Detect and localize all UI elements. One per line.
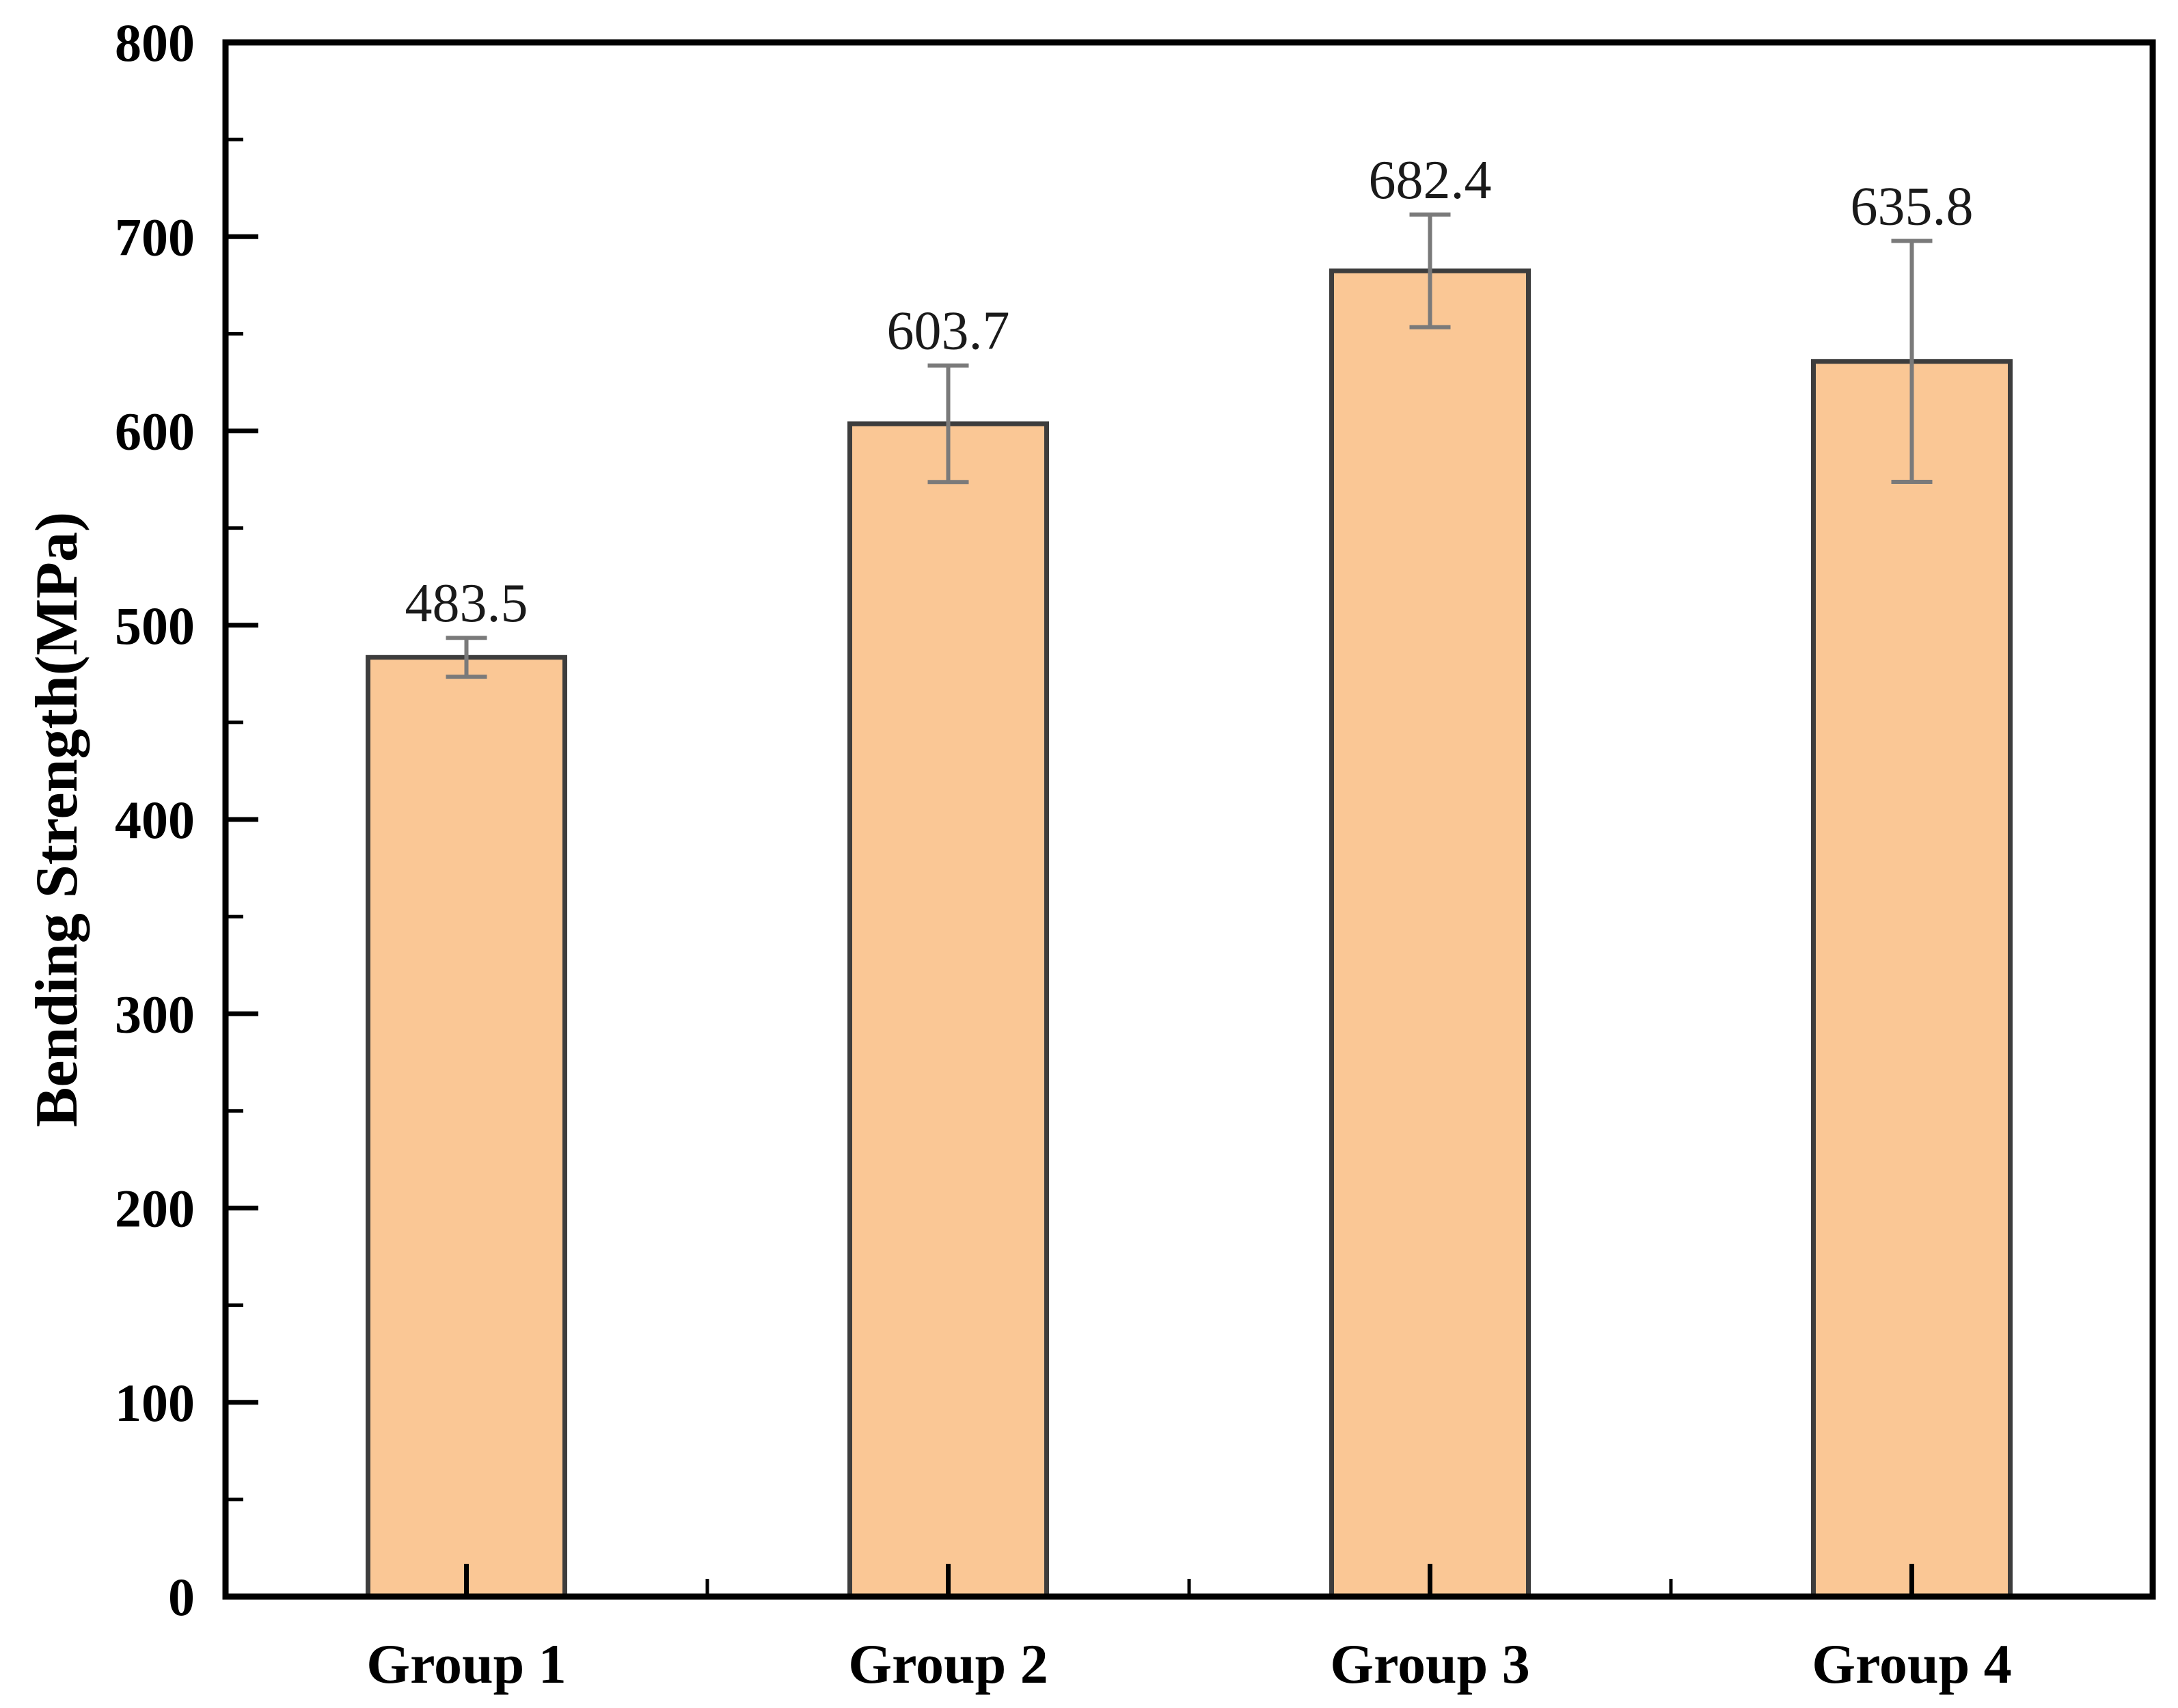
y-tick-label-0: 0	[168, 1567, 195, 1627]
y-tick-label-300: 300	[115, 984, 195, 1044]
y-tick-label-600: 600	[115, 402, 195, 461]
y-tick-label-400: 400	[115, 790, 195, 850]
error-bars-layer	[446, 212, 1933, 679]
y-tick-label-800: 800	[115, 13, 195, 72]
x-category-label-group-2: Group 2	[848, 1633, 1048, 1695]
value-label-group-3: 682.4	[1369, 150, 1492, 211]
x-category-label-group-4: Group 4	[1812, 1633, 2011, 1695]
x-category-label-group-1: Group 1	[366, 1633, 566, 1695]
bar-group-1	[366, 655, 567, 1599]
value-label-group-4: 635.8	[1851, 177, 1974, 237]
y-tick-label-100: 100	[115, 1373, 195, 1433]
bar-group-4	[1811, 359, 2013, 1599]
bars-layer	[366, 268, 2013, 1599]
y-tick-label-200: 200	[115, 1179, 195, 1238]
x-category-label-group-3: Group 3	[1330, 1633, 1529, 1695]
y-tick-label-500: 500	[115, 596, 195, 655]
value-label-group-1: 483.5	[405, 573, 528, 634]
axis-labels-layer: 483.5 Group 1 603.7 Group 2 682.4 Group 3 635.…	[115, 13, 2012, 1695]
value-label-group-2: 603.7	[887, 301, 1010, 362]
plot-frame	[222, 39, 2156, 1600]
y-axis-title: Bending Strength(MPa)	[24, 512, 90, 1127]
y-tick-label-700: 700	[115, 207, 195, 267]
bar-group-2	[847, 421, 1049, 1599]
bar-group-3	[1329, 268, 1531, 1599]
